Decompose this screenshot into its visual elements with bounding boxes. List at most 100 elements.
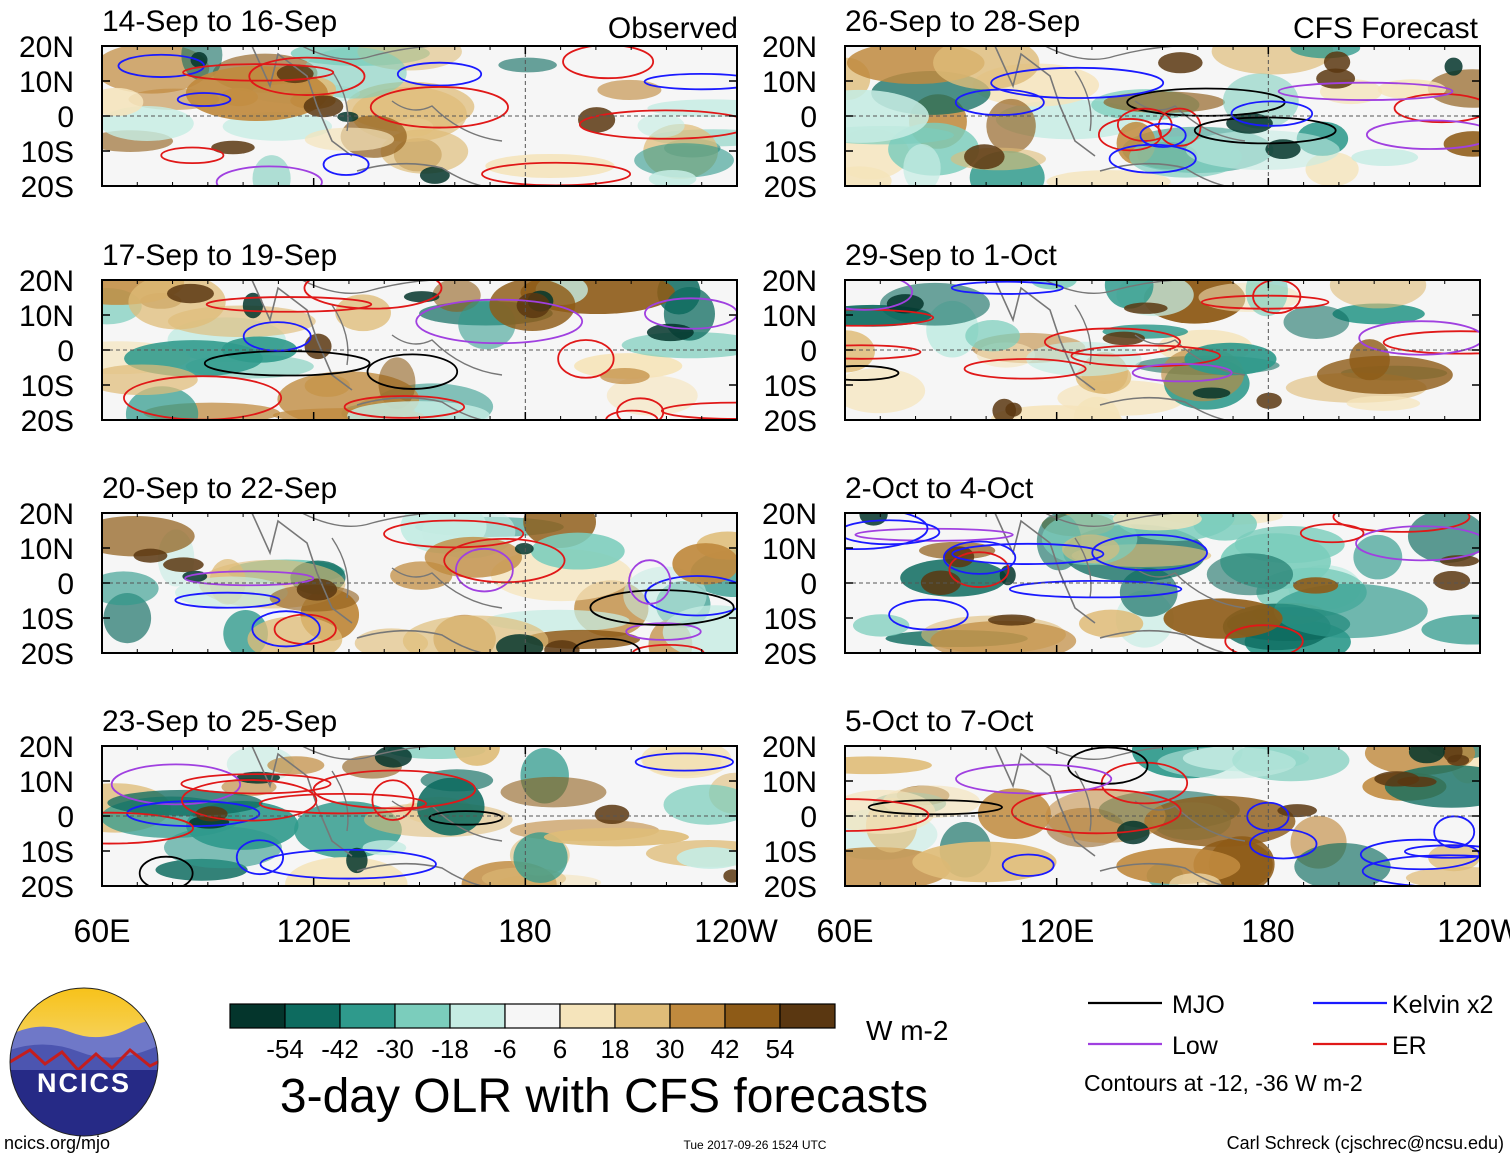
forecast-label: CFS Forecast <box>1293 12 1479 45</box>
low-contour <box>215 165 323 186</box>
negative-anomaly-area <box>1104 280 1154 309</box>
low-contour <box>955 763 1113 795</box>
negative-anomaly-area <box>498 57 557 73</box>
strong-positive-anomaly <box>304 333 332 360</box>
er-contour <box>557 339 615 379</box>
er-contour <box>660 401 737 420</box>
coastline <box>1044 746 1176 761</box>
positive-anomaly-area <box>500 776 607 808</box>
colorbar-swatch <box>614 1003 671 1029</box>
colorbar-tick-label: -6 <box>493 1034 516 1064</box>
y-tick-label: 10N <box>19 766 74 799</box>
olr-anomaly-field <box>102 46 737 186</box>
negative-anomaly-area <box>621 332 737 359</box>
kelvin-contour <box>1001 853 1055 877</box>
kelvin-contour <box>888 598 969 631</box>
kelvin-contour <box>990 66 1165 99</box>
positive-anomaly-area <box>930 620 1077 653</box>
positive-anomaly-area <box>977 788 1051 840</box>
low-contour <box>184 570 315 587</box>
er-contour <box>160 146 225 165</box>
coastline <box>251 513 353 624</box>
er-contour <box>1200 294 1330 310</box>
x-tick-180-left: 180 <box>498 913 551 949</box>
er-contour <box>369 86 509 129</box>
x-tick-180-right: 180 <box>1241 913 1294 949</box>
positive-anomaly-area <box>304 127 395 152</box>
er-contour <box>182 63 335 82</box>
x-tick-120w-left: 120W <box>694 913 778 949</box>
coastline <box>994 746 1096 857</box>
y-tick-label: 20S <box>21 638 74 671</box>
positive-anomaly-area <box>543 827 689 847</box>
coastline <box>391 567 503 609</box>
observed-label: Observed <box>608 12 738 45</box>
strong-positive-anomaly <box>166 283 214 304</box>
y-tick-label: 0 <box>800 568 817 601</box>
strong-positive-anomaly <box>1323 51 1351 73</box>
strong-positive-anomaly <box>964 144 1005 170</box>
er-contour <box>383 519 525 549</box>
y-tick-label: 0 <box>800 801 817 834</box>
strong-positive-anomaly <box>1005 402 1022 417</box>
y-tick-label: 0 <box>57 335 74 368</box>
positive-anomaly-area <box>1046 170 1171 186</box>
er-contour <box>616 397 665 420</box>
strong-positive-anomaly <box>1316 68 1356 89</box>
y-tick-label: 10N <box>762 300 817 333</box>
colorbar: -54 -42 -30 -18 -6 6 18 30 42 54 <box>229 1003 836 1064</box>
mjo-contour <box>1193 116 1337 145</box>
y-tick-label: 10N <box>19 300 74 333</box>
kelvin-contour <box>634 752 734 772</box>
y-tick-label: 10S <box>764 136 817 169</box>
colorbar-units: W m-2 <box>866 1015 948 1046</box>
strong-positive-anomaly <box>988 614 1036 626</box>
negative-anomaly-area <box>1351 148 1419 167</box>
negative-anomaly-area <box>347 401 490 420</box>
olr-anomaly-field <box>845 280 1480 420</box>
positive-anomaly-area <box>912 841 1057 883</box>
coastline <box>1099 629 1226 653</box>
er-contour <box>1043 327 1181 357</box>
strong-negative-anomaly <box>886 294 924 314</box>
y-tick-label: 20S <box>764 638 817 671</box>
kelvin-contour <box>845 519 941 546</box>
negative-anomaly-area <box>1185 130 1340 171</box>
y-tick-label: 20N <box>19 265 74 298</box>
er-contour <box>303 280 443 310</box>
y-tick-label: 10S <box>21 603 74 636</box>
y-tick-label: 20S <box>21 171 74 204</box>
panel-title: 2-Oct to 4-Oct <box>845 472 1034 505</box>
y-tick-label: 20N <box>19 498 74 531</box>
kelvin-contour <box>1108 143 1197 174</box>
kelvin-contour <box>845 513 929 551</box>
coastline <box>356 862 483 886</box>
strong-positive-anomaly <box>1102 331 1145 346</box>
y-tick-label: 10N <box>762 66 817 99</box>
coastline <box>356 162 483 186</box>
strong-positive-anomaly <box>920 570 962 595</box>
negative-anomaly-area <box>1407 513 1480 563</box>
positive-anomaly-area <box>1443 131 1480 157</box>
y-tick-label: 20N <box>19 731 74 764</box>
kelvin-contour <box>943 540 1017 575</box>
negative-anomaly-area <box>530 532 625 570</box>
colorbar-tick-label: 54 <box>766 1034 795 1064</box>
panel-title: 17-Sep to 19-Sep <box>102 239 337 272</box>
positive-anomaly-area <box>600 368 650 385</box>
positive-anomaly-area <box>933 46 1040 90</box>
strong-positive-anomaly <box>578 107 616 133</box>
x-axis-labels-left: 60E 120E 180 120W <box>74 913 779 949</box>
strong-negative-anomaly <box>496 634 544 653</box>
er-contour <box>948 551 1010 588</box>
kelvin-contour <box>176 92 232 107</box>
strong-positive-anomaly <box>1256 392 1282 409</box>
coastline <box>301 513 433 528</box>
low-contour <box>1355 525 1480 562</box>
negative-anomaly-area <box>852 614 910 637</box>
positive-anomaly-area <box>102 87 144 117</box>
colorbar-tick-label: 42 <box>711 1034 740 1064</box>
